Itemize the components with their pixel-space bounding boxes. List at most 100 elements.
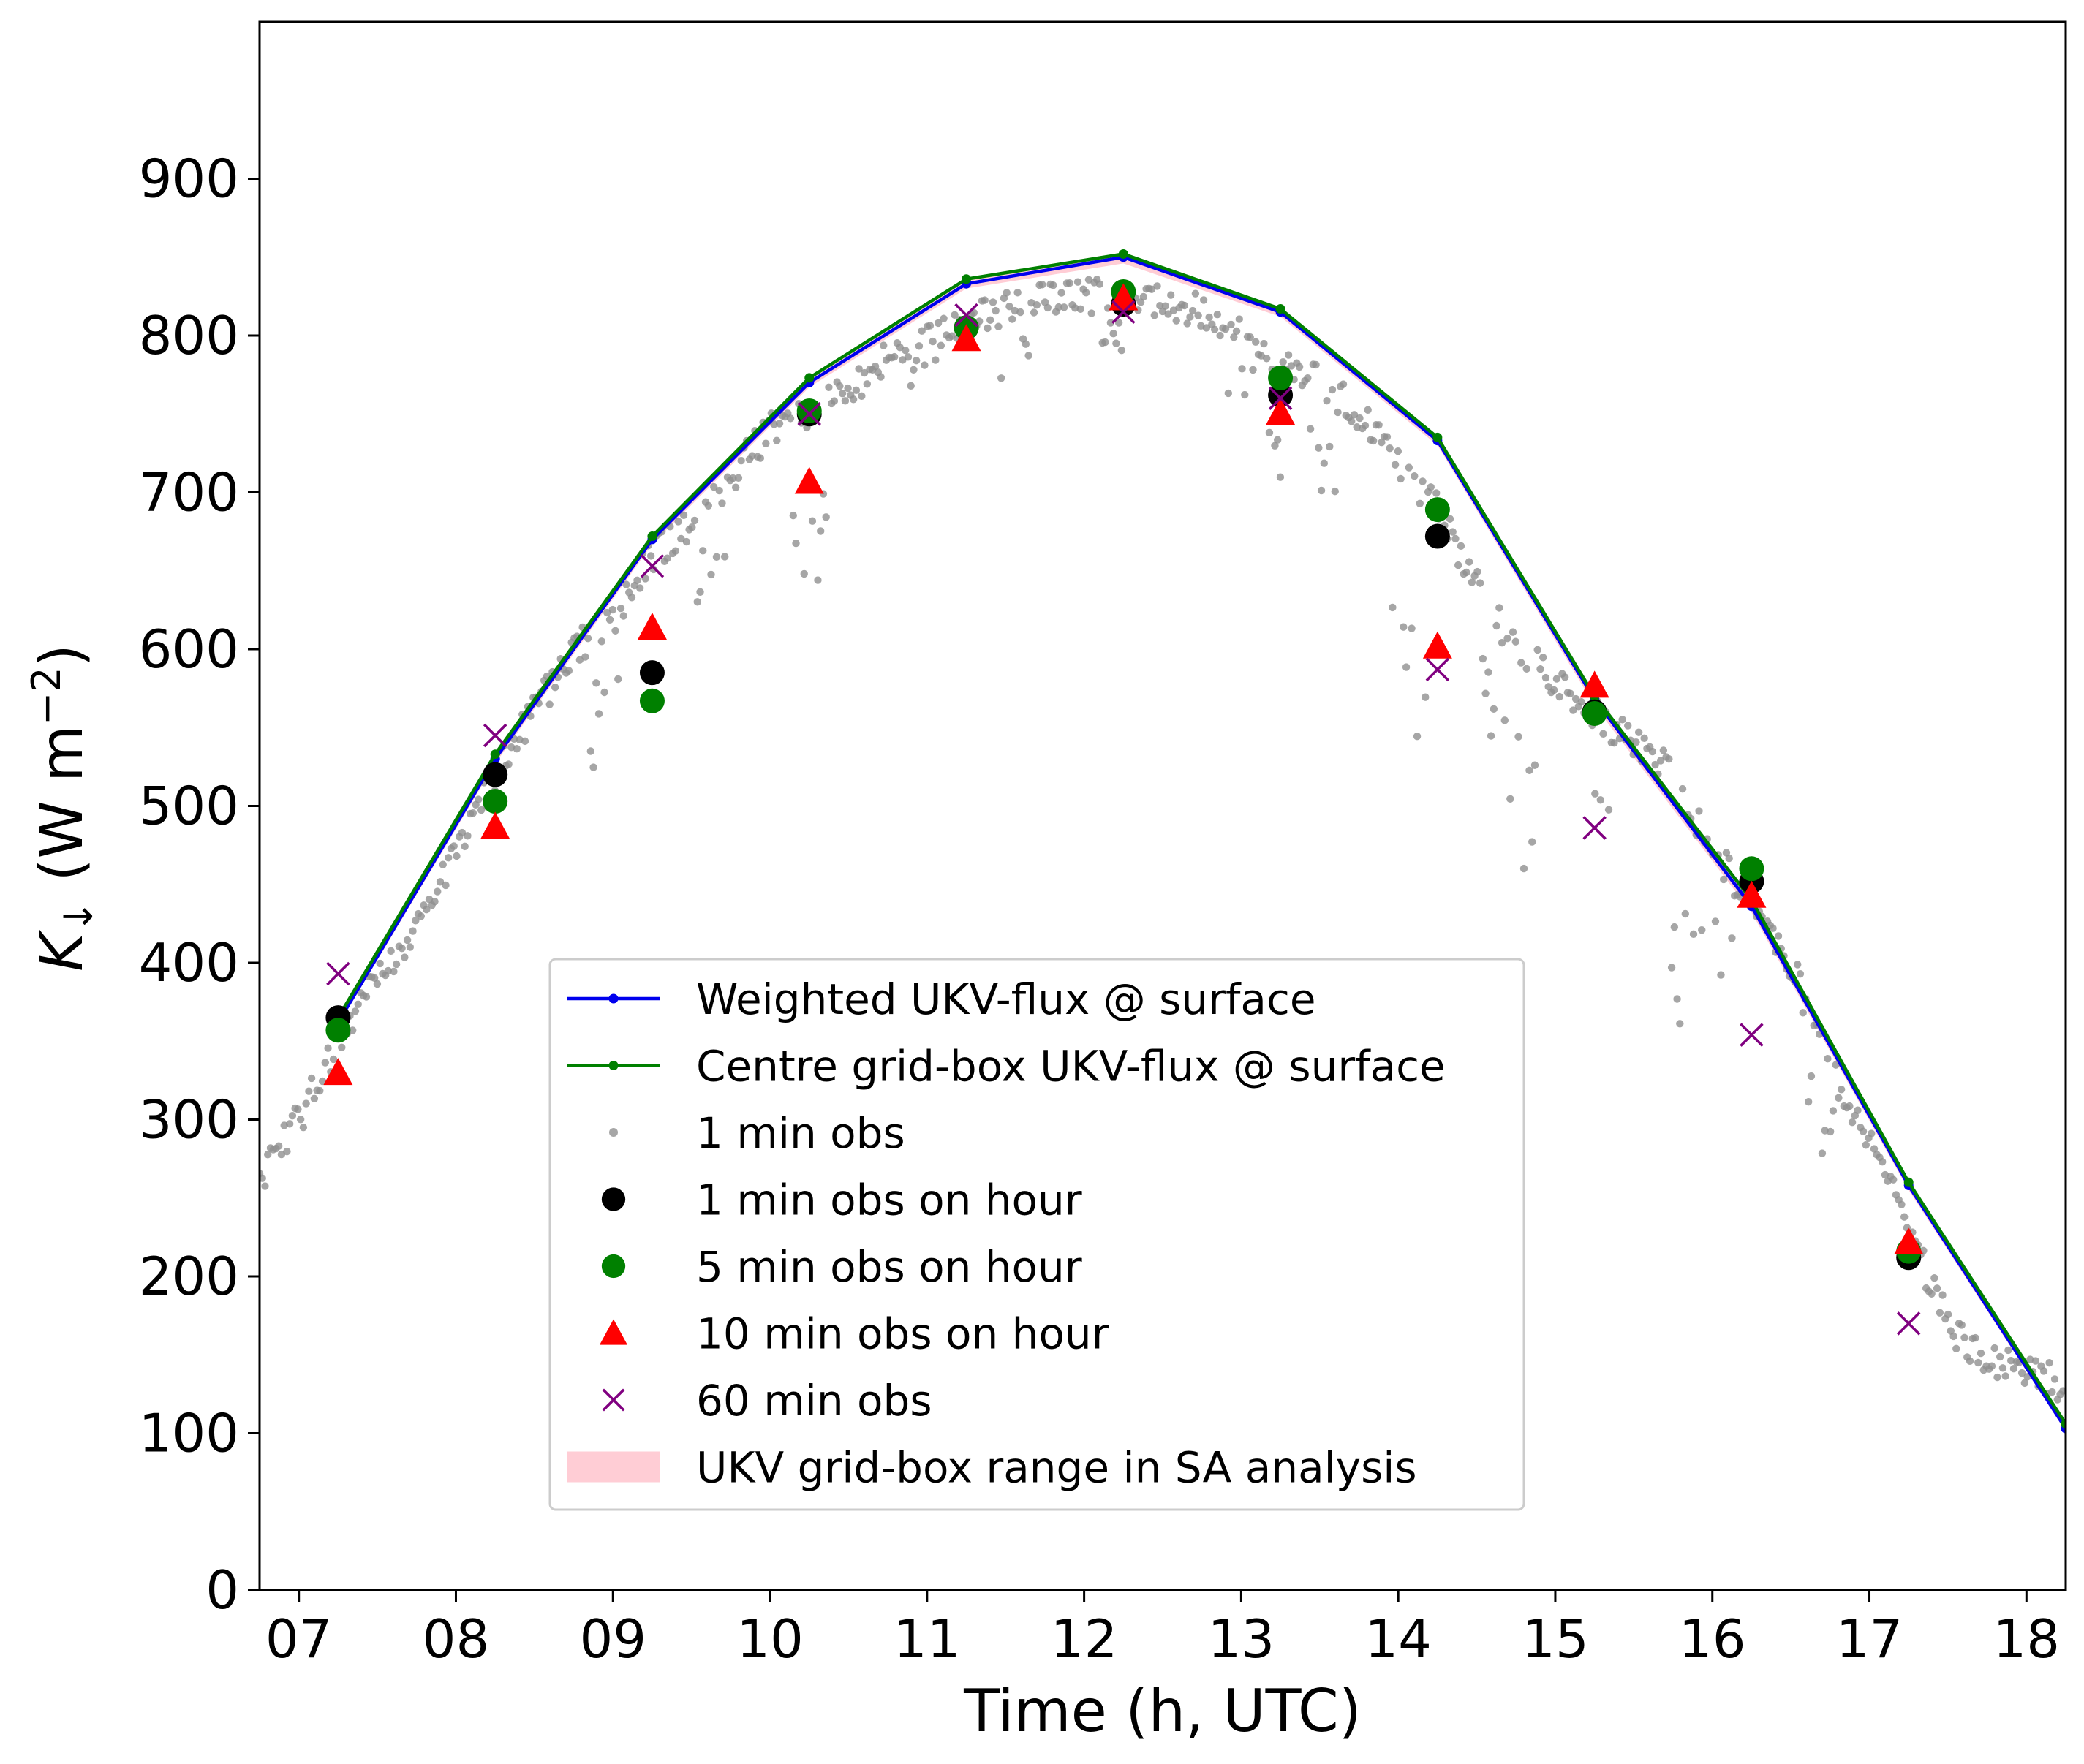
one-min-obs-dot <box>1536 665 1544 673</box>
one-min-obs-dot <box>1837 1086 1846 1094</box>
one-min-obs-dot <box>696 588 704 596</box>
one-min-obs-dot <box>1618 716 1626 724</box>
legend-marker-swatch <box>602 1388 625 1412</box>
one-min-obs-dot <box>1511 637 1519 646</box>
one-min-obs-dot <box>1446 515 1454 523</box>
sixty-min-obs-marker <box>797 402 821 426</box>
one-min-obs-dot <box>800 569 808 578</box>
one-min-obs-dot <box>1495 604 1503 612</box>
one-min-obs-dot <box>1350 411 1359 419</box>
one-min-obs-dot <box>1312 360 1320 369</box>
one-min-obs-dot <box>321 1059 330 1067</box>
one-min-obs-dot <box>551 683 559 692</box>
one-min-obs-dot <box>608 605 616 614</box>
one-min-obs-dot <box>1957 1321 1966 1329</box>
one-min-obs-dot <box>1640 734 1648 742</box>
one-min-obs-dot <box>1667 964 1676 972</box>
one-min-obs-dot <box>1106 319 1115 327</box>
one-min-obs-dot <box>1199 296 1208 304</box>
one-min-obs-dot <box>1552 675 1561 683</box>
one-min-obs-dot <box>1670 923 1679 931</box>
centre-ukv-point <box>804 373 815 383</box>
one-min-obs-dot <box>1936 1309 1944 1317</box>
one-min-obs-dot <box>1364 406 1372 414</box>
one-min-obs-dot <box>1824 1055 1832 1063</box>
one-min-obs-dot <box>1030 308 1038 317</box>
one-min-obs-dot <box>2001 1372 2009 1380</box>
y-axis-label-close: ) <box>28 644 96 667</box>
one-min-obs-dot <box>671 547 680 555</box>
one-min-obs-dot <box>324 1044 332 1052</box>
one-min-obs-dot <box>860 368 869 377</box>
one-min-obs-dot <box>994 322 1003 330</box>
one-min-obs-dot <box>1826 1127 1835 1136</box>
one-min-obs-dot <box>614 675 622 684</box>
one-min-obs-dot <box>373 980 382 988</box>
legend-entry: Centre grid-box UKV-flux @ surface <box>567 1042 1446 1091</box>
centre-ukv-point <box>2061 1419 2066 1429</box>
one-min-obs-dot <box>1990 1344 1998 1352</box>
one-min-obs-dot <box>401 953 409 961</box>
one-min-obs-dot <box>1898 1200 1906 1208</box>
one-min-obs-dot <box>1676 1020 1684 1028</box>
legend-label: 10 min obs on hour <box>696 1309 1109 1359</box>
five-min-on-hour-marker <box>1582 700 1607 726</box>
legend-entry: 10 min obs on hour <box>600 1309 1109 1359</box>
x-tick-label: 09 <box>579 1608 646 1670</box>
one-min-obs-dot <box>1862 1141 1870 1149</box>
legend-label: UKV grid-box range in SA analysis <box>696 1443 1417 1493</box>
one-min-obs-dot <box>679 511 688 519</box>
one-min-obs-dot <box>627 594 636 602</box>
one-min-obs-dot <box>808 517 817 525</box>
one-min-obs-dot <box>1400 623 1408 631</box>
one-min-obs-dot <box>1065 279 1073 287</box>
one-min-obs-dot <box>1419 477 1427 485</box>
one-min-obs-dot <box>1022 340 1030 348</box>
one-min-obs-dot <box>351 1007 360 1015</box>
ten-min-on-hour-marker <box>951 324 981 352</box>
one-min-obs-dot <box>461 842 469 851</box>
one-min-obs-dot <box>1271 442 1279 450</box>
one-min-obs-dot <box>792 539 800 548</box>
one-min-obs-dot <box>412 917 420 925</box>
one-min-obs-dot <box>1260 339 1268 348</box>
one-min-obs-dot <box>1549 686 1558 694</box>
one-min-obs-dot <box>288 1111 297 1120</box>
one-min-obs-dot <box>376 959 384 968</box>
one-min-obs-dot <box>1624 722 1632 730</box>
legend-label: 5 min obs on hour <box>696 1242 1082 1292</box>
one-min-obs-dot <box>1224 389 1233 398</box>
one-min-obs-dot <box>1689 930 1698 939</box>
one-min-obs-dot <box>1339 380 1348 388</box>
one-min-obs-dot <box>1728 934 1736 942</box>
one-min-obs-dot <box>1265 428 1274 437</box>
one-min-obs-dot <box>513 744 521 753</box>
ten-min-on-hour-marker <box>480 811 510 839</box>
one-min-obs-dot <box>1334 408 1342 417</box>
one-min-obs-dot <box>409 927 417 935</box>
one-min-obs-dot <box>1966 1357 1974 1366</box>
one-min-obs-dot <box>584 635 592 643</box>
one-min-obs-dot <box>1818 1149 1827 1157</box>
one-min-obs-dot <box>431 897 439 906</box>
one-min-obs-dot <box>1156 301 1164 310</box>
one-min-obs-dot <box>1161 302 1169 310</box>
sixty-min-obs-marker <box>1740 1023 1764 1047</box>
one-min-obs-dot <box>1210 325 1219 333</box>
one-min-obs-dot <box>863 380 872 388</box>
one-min-obs-dot <box>633 576 641 585</box>
one-min-obs-dot <box>786 414 795 423</box>
one-min-obs-dot <box>1544 683 1552 691</box>
one-min-obs-dot <box>611 627 619 635</box>
one-min-obs-dot <box>285 1120 294 1128</box>
one-min-obs-dot <box>1150 311 1158 319</box>
sixty-min-obs-marker <box>1582 816 1607 840</box>
one-min-obs-dot <box>1509 628 1517 636</box>
legend-entry: 1 min obs <box>609 1108 905 1158</box>
one-min-obs-dot <box>2009 1365 2018 1373</box>
one-min-obs-dot <box>1555 692 1563 701</box>
centre-ukv-point <box>1432 432 1443 442</box>
one-min-obs-dot <box>1725 854 1733 863</box>
one-min-obs-dot <box>1331 487 1339 496</box>
